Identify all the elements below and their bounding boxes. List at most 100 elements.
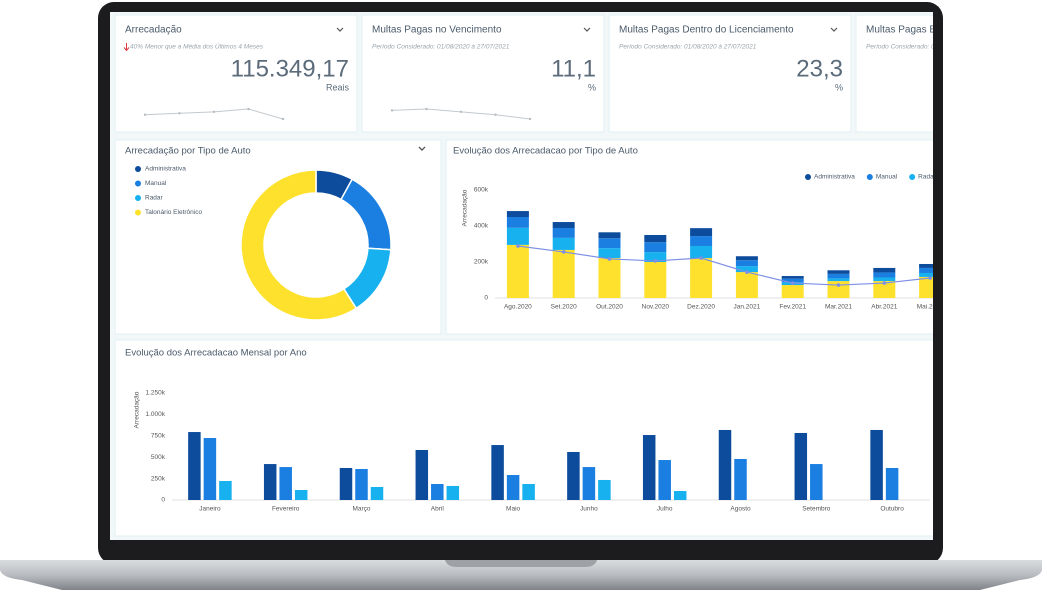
bar [827,273,850,279]
kpi-unit: % [835,82,843,92]
x-tick-label: Outubro [880,506,904,513]
kpi-unit: % [588,82,596,92]
legend-swatch [135,209,141,216]
y-tick-label: 500k [151,454,166,461]
dropdown-chevron[interactable] [583,27,591,32]
kpi-value: 115.349,17 [231,55,349,82]
bar [339,467,353,500]
y-tick-label: 0 [161,497,165,504]
bar [219,480,232,500]
x-tick-label: Mar.2021 [825,304,852,311]
bar [552,237,575,250]
kpi-title: Multas Pagas no Vencimento [372,25,502,36]
kpi-panel [361,14,605,133]
bar [355,469,368,500]
line-point [928,276,932,280]
bar [552,249,575,298]
line-point [745,270,749,274]
kpi-value: 11,1 [551,55,596,82]
legend-label: Radar [145,195,164,202]
bar [552,227,575,238]
sparkline-point [459,110,463,114]
x-tick-label: Ago.2020 [504,304,532,311]
x-tick-label: Set.2020 [551,304,577,311]
down-arrow-icon [123,43,130,52]
bar [794,432,808,500]
legend-swatch [135,195,141,201]
bar [279,467,292,500]
bar [491,445,504,500]
legend-label: Administrativa [814,174,855,181]
dropdown-chevron[interactable] [418,146,426,151]
legend-swatch [909,174,916,180]
bar [642,435,656,500]
bar [873,281,896,298]
kpi-panel [608,14,852,133]
line [517,245,931,286]
bar [781,278,804,283]
donut-slice [240,169,358,321]
bar [690,245,713,259]
kpi-title: Arrecadação [125,25,182,36]
x-tick-label: Março [352,506,370,513]
bar [644,252,667,262]
bar [735,272,758,298]
bar [506,211,529,217]
bar [718,429,732,500]
sparkline-point [494,113,497,116]
bar [781,285,804,298]
legend-label: Administrativa [145,166,186,173]
chart-title: Arrecadação por Tipo de Auto [125,146,251,157]
bar [735,260,758,267]
bar [919,272,933,277]
bar [690,236,713,246]
line-point [699,256,703,260]
sparkline-point [390,109,394,112]
bar [873,277,896,282]
bar [598,232,621,239]
x-tick-label: Mai.2021 [917,304,944,311]
kpi-subtitle: Período Considerado: 01/08/2020 à 27/07/… [619,44,757,51]
bar [919,276,933,298]
bar [598,238,621,249]
line-point [561,250,566,254]
line-point [653,259,658,263]
bar [263,464,277,500]
dropdown-chevron[interactable] [830,27,838,32]
bar [644,262,667,298]
bar [188,432,201,500]
x-tick-label: Fev.2021 [779,304,806,311]
bar [582,467,596,500]
bar [827,270,850,274]
bar [690,228,713,237]
kpi-subtitle: 40% Menor que a Média dos Últimos 4 Mese… [130,42,264,51]
bar [873,272,896,278]
sparkline-point [212,110,216,114]
bar [735,256,758,261]
x-tick-label: Setembro [802,506,831,513]
bar [446,485,460,500]
bar [598,479,611,500]
sparkline-point [528,117,532,121]
laptop-notch [445,560,597,567]
y-tick-label: 1.000k [145,411,165,418]
y-tick-label: 400k [474,223,489,230]
dropdown-chevron[interactable] [336,27,344,32]
dashboard: Arrecadação 40% Menor que a Média dos Últ… [114,14,948,537]
kpi-panel [114,14,358,133]
bar [415,450,429,500]
bar [203,438,217,500]
bar [644,235,667,243]
bar [734,458,747,500]
line-point [790,281,795,285]
x-tick-label: Out.2020 [596,304,623,311]
x-tick-label: Fevereiro [272,506,300,513]
y-tick-label: 600k [474,187,489,194]
bar [294,489,308,500]
kpi-subtitle: Período Considerado: 01/08/2020 à 27/07/… [372,44,510,51]
kpi-title: Multas Pagas Entr [866,25,948,36]
legend-swatch [805,174,811,180]
bar [552,222,575,228]
